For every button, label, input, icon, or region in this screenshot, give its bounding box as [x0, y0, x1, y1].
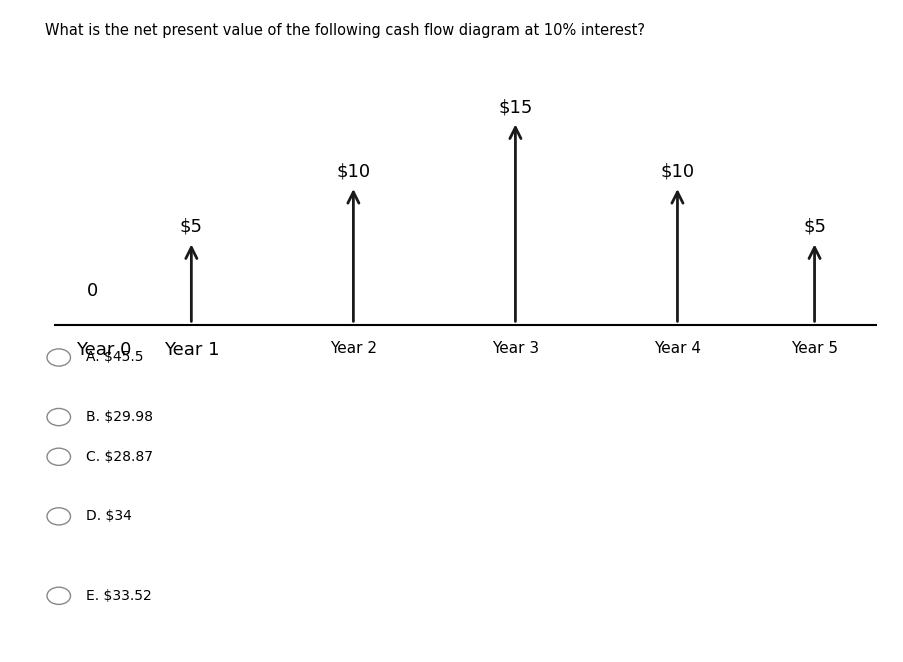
Text: $5: $5 — [180, 218, 202, 236]
Text: Year 0: Year 0 — [77, 341, 132, 359]
Text: $15: $15 — [498, 98, 532, 116]
Text: $10: $10 — [660, 163, 694, 181]
Text: B. $29.98: B. $29.98 — [86, 410, 153, 424]
Text: C. $28.87: C. $28.87 — [86, 449, 153, 464]
Text: E. $33.52: E. $33.52 — [86, 589, 152, 603]
Text: D. $34: D. $34 — [86, 509, 132, 524]
Text: $5: $5 — [802, 218, 825, 236]
Text: A. $45.5: A. $45.5 — [86, 350, 144, 365]
Text: Year 4: Year 4 — [653, 341, 700, 356]
Text: $10: $10 — [336, 163, 370, 181]
Text: Year 2: Year 2 — [330, 341, 377, 356]
Text: Year 3: Year 3 — [491, 341, 538, 356]
Text: What is the net present value of the following cash flow diagram at 10% interest: What is the net present value of the fol… — [45, 23, 645, 38]
Text: Year 5: Year 5 — [790, 341, 837, 356]
Text: Year 1: Year 1 — [163, 341, 219, 359]
Text: 0: 0 — [87, 283, 98, 301]
